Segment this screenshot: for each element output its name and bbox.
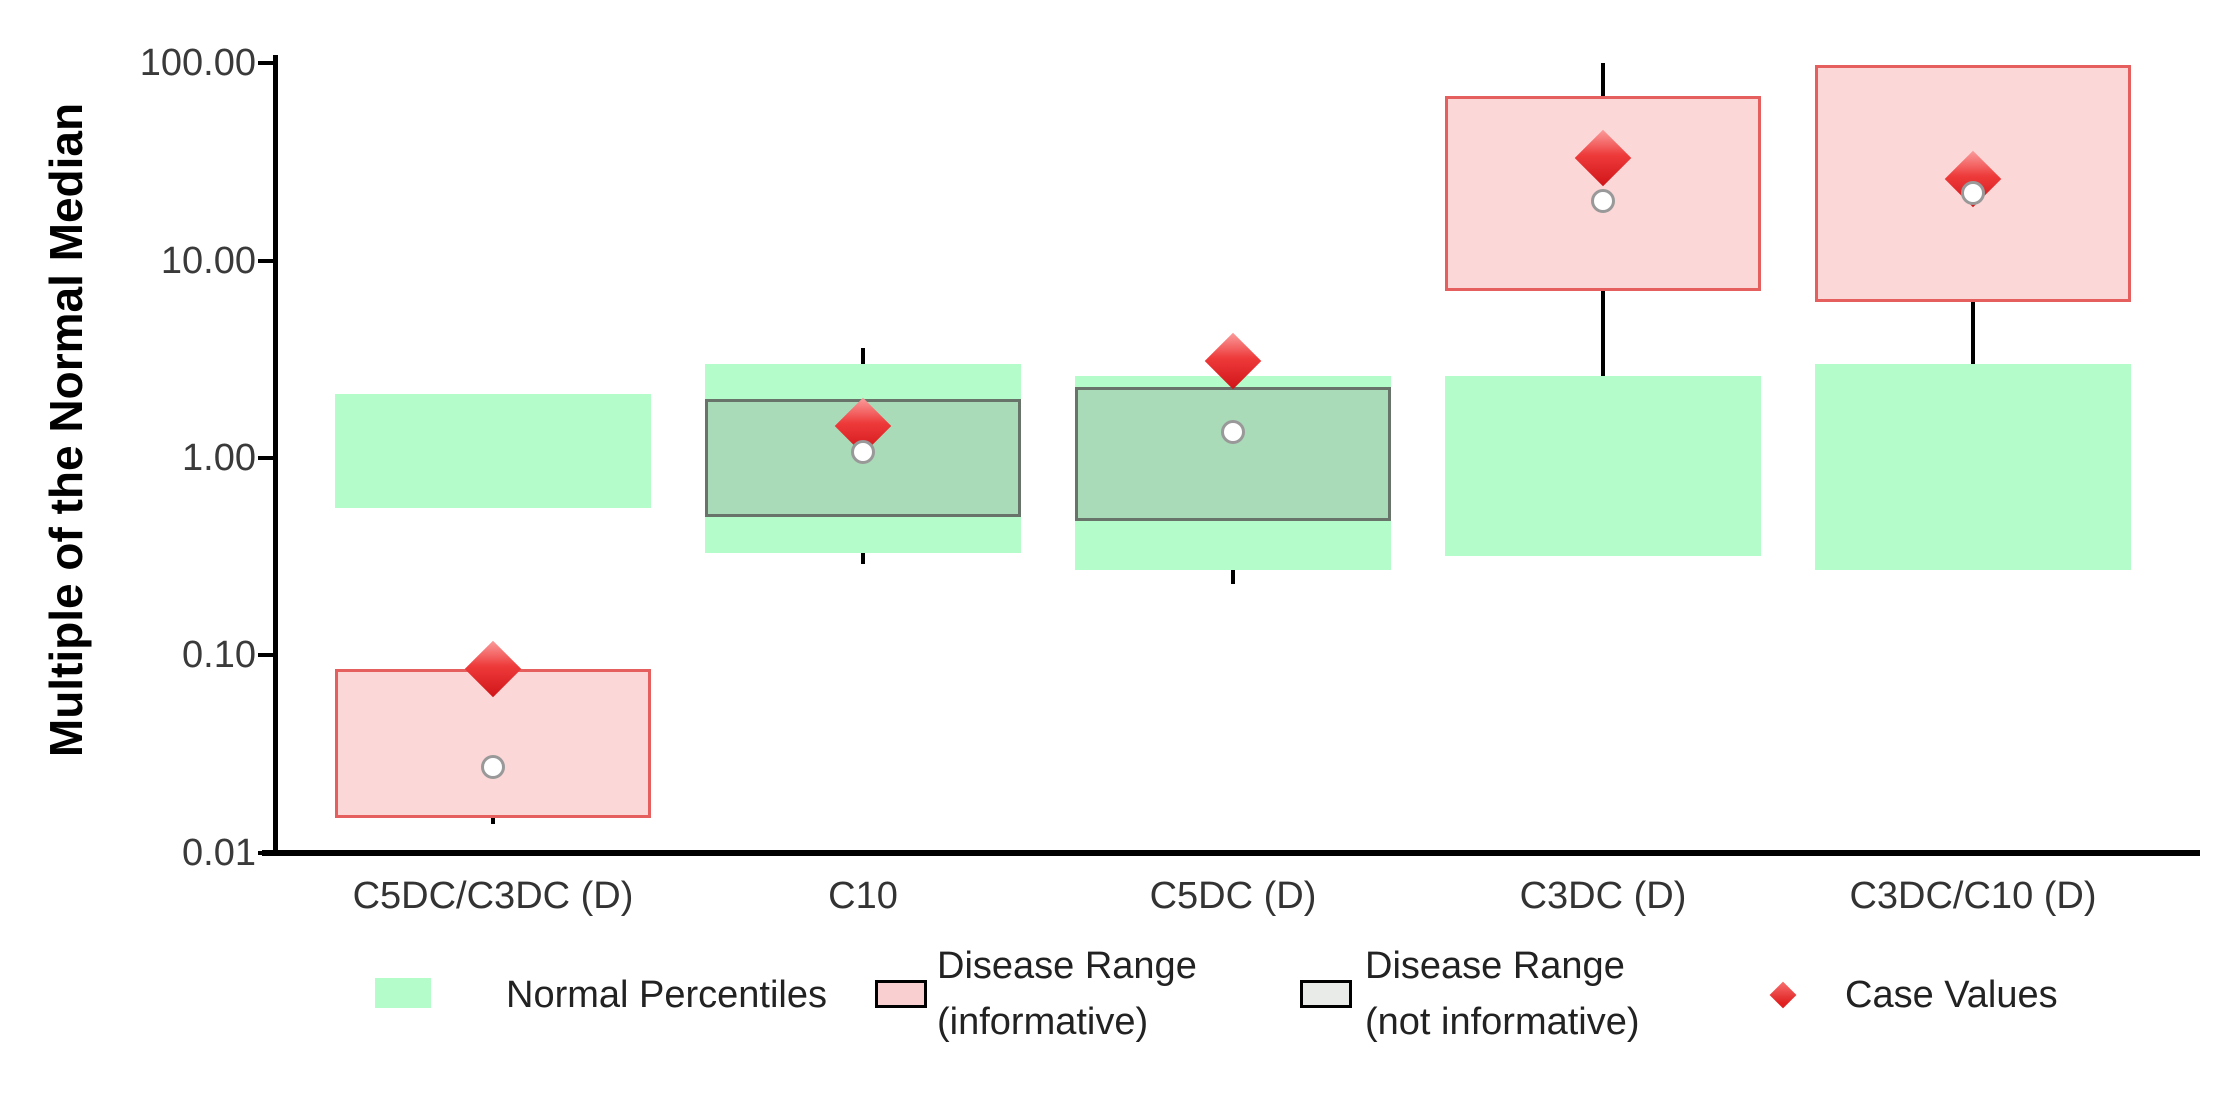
x-category-label: C3DC/C10 (D) [1849,875,2097,917]
normal-percentile-band [1815,363,2131,571]
legend-label: Disease Range (informative) [937,938,1197,1050]
x-category-label: C5DC/C3DC (D) [352,875,634,917]
x-axis-line [262,850,2200,856]
x-category-label: C10 [828,875,898,917]
y-tick-mark [258,258,276,263]
normal-percentiles-swatch [375,978,431,1008]
y-axis-title: Multiple of the Normal Median [40,102,92,758]
legend-label-line2: (informative) [937,1001,1149,1043]
legend-label-line1: Disease Range [1365,945,1625,987]
legend-label: Normal Percentiles [506,974,827,1016]
disease-range-box-informative [1445,96,1761,292]
y-tick-mark [258,850,276,855]
y-tick-label: 1.00 [182,437,256,479]
percentile-circle-marker [481,755,505,780]
percentile-circle-marker [1221,420,1245,445]
legend-label-line2: (not informative) [1365,1001,1640,1043]
x-category-label: C3DC (D) [1519,875,1687,917]
y-tick-mark [258,61,276,66]
disease-informative-swatch [875,980,927,1008]
legend-label-line1: Disease Range [937,945,1197,987]
y-axis-line [273,55,278,856]
y-tick-label: 10.00 [160,239,256,282]
percentile-circle-marker [851,440,875,465]
legend-label: Disease Range (not informative) [1365,938,1640,1050]
x-category-label: C5DC (D) [1149,875,1317,917]
percentile-circle-marker [1961,181,1985,206]
disease-not-informative-swatch [1300,980,1352,1008]
y-tick-label: 0.01 [182,831,256,874]
y-tick-label: 0.10 [182,634,256,677]
case-value-diamond-icon [1769,981,1797,1009]
legend-label: Case Values [1845,974,2058,1016]
normal-percentile-band [1445,376,1761,556]
normal-percentile-band [335,394,651,508]
y-tick-mark [258,653,276,658]
y-tick-mark [258,456,276,460]
disease-range-box-not-informative [1075,386,1391,521]
legend: Normal Percentiles Disease Range (inform… [0,935,2221,1065]
y-tick-label: 100.00 [139,42,256,85]
percentile-circle-marker [1591,189,1615,214]
